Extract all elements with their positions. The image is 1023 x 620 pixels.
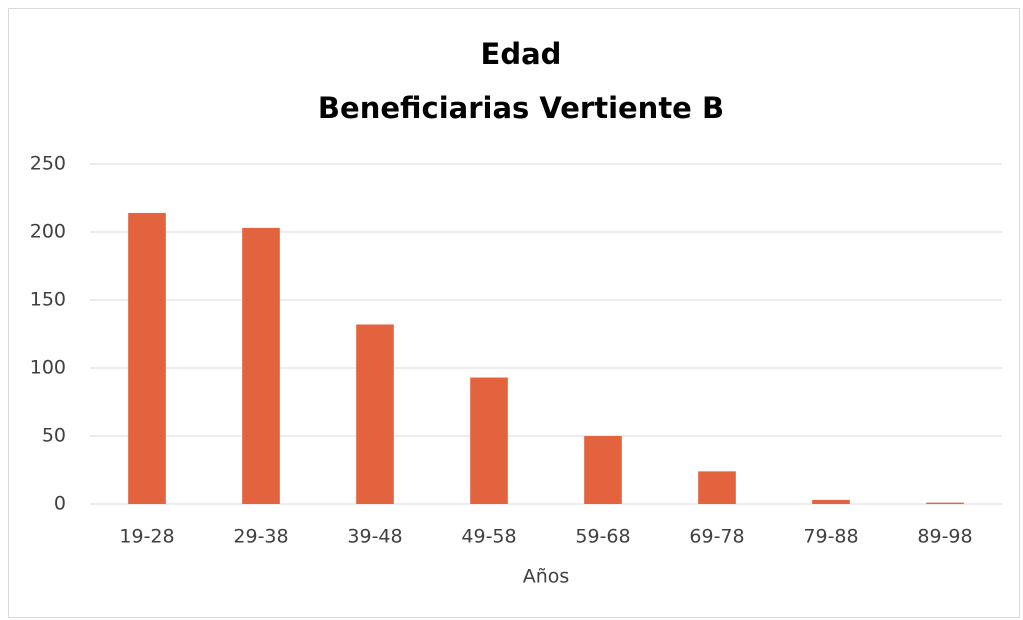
x-tick-label: 19-28 [119,526,174,548]
y-tick-label: 0 [54,493,66,515]
y-tick-label: 150 [30,289,66,311]
chart-frame [8,8,1020,618]
bar [470,377,508,504]
x-tick-label: 29-38 [233,526,288,548]
x-axis-label: Años [523,566,570,588]
y-tick-label: 250 [30,153,66,175]
bar [926,502,964,504]
chart-title: Beneficiarias Vertiente B [318,91,724,125]
chart-title: Edad [481,37,562,71]
x-tick-label: 39-48 [347,526,402,548]
x-tick-label: 79-88 [803,526,858,548]
bar [698,471,736,504]
x-tick-label: 89-98 [917,526,972,548]
x-tick-label: 69-78 [689,526,744,548]
y-tick-label: 50 [42,425,66,447]
bar [128,212,166,504]
bar [812,499,850,504]
x-tick-label: 59-68 [575,526,630,548]
bar [356,324,394,504]
y-tick-label: 200 [30,221,66,243]
x-tick-label: 49-58 [461,526,516,548]
y-tick-label: 100 [30,357,66,379]
bar [584,436,622,504]
bar [242,227,280,505]
